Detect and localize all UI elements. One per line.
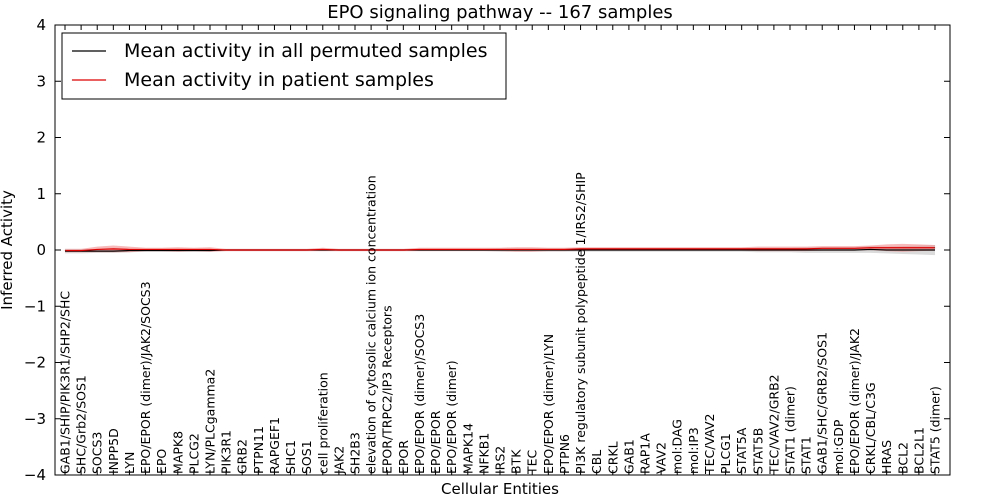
x-axis-label: Cellular Entities	[441, 480, 559, 498]
x-tick-label: MAPK14	[460, 423, 475, 474]
x-tick-label: TEC/VAV2	[702, 414, 717, 475]
x-tick-label: SHC1	[283, 440, 298, 474]
x-tick-label: IRS2	[493, 446, 508, 474]
x-tick-label: EPO	[154, 449, 169, 474]
series-line-1	[65, 247, 935, 252]
x-tick-label: SOCS3	[90, 432, 105, 474]
x-tick-label: PI3K regulatory subunit polypeptide 1/IR…	[573, 172, 588, 474]
legend-box	[61, 32, 507, 100]
y-ticks: −4 −3 −2 −1 0 1 2 3 4	[24, 16, 950, 484]
x-tick-label: EPO/EPOR (dimer)/JAK2/SOCS3	[138, 281, 153, 474]
x-tick-label: mol:GDP	[831, 419, 846, 474]
y-tick-label: 0	[36, 241, 46, 259]
x-tick-label: STAT1	[799, 436, 814, 474]
x-tick-label: EPO/EPOR (dimer)	[444, 360, 459, 474]
x-tick-label: GAB1/SHC/GRB2/SOS1	[815, 332, 830, 474]
x-tick-label: HRAS	[879, 440, 894, 474]
x-ticks: GAB1/SHIP/PIK3R1/SHP2/SHC SHC/Grb2/SOS1 SO…	[58, 25, 943, 475]
chart-title: EPO signaling pathway -- 167 samples	[327, 2, 673, 23]
x-tick-label: NFKB1	[476, 433, 491, 474]
x-tick-label: STAT5A	[734, 427, 749, 474]
x-tick-label: PTPN11	[251, 426, 266, 474]
x-tick-label: STAT5B	[750, 428, 765, 474]
x-tick-label: STAT5 (dimer)	[928, 386, 943, 474]
x-tick-label: RAPGEF1	[267, 417, 282, 474]
x-tick-label: PLCG1	[718, 433, 733, 474]
x-tick-label: PTPN6	[557, 434, 572, 474]
x-tick-label: BCL2	[895, 442, 910, 474]
legend-label-permuted: Mean activity in all permuted samples	[124, 40, 487, 62]
y-tick-label: 3	[36, 72, 46, 90]
x-tick-label: elevation of cytosolic calcium ion conce…	[364, 175, 379, 474]
x-tick-label: PLCG2	[186, 433, 201, 474]
x-tick-label: CBL	[589, 450, 604, 474]
x-tick-label: mol:DAG	[670, 419, 685, 474]
x-tick-label: BCL2L1	[911, 427, 926, 474]
x-tick-label: LYN	[122, 452, 137, 474]
x-tick-label: SHC/Grb2/SOS1	[74, 375, 89, 474]
y-tick-label: 1	[36, 185, 46, 203]
x-tick-label: PIK3R1	[219, 430, 234, 474]
plot-frame	[54, 24, 951, 476]
y-tick-label: −4	[24, 466, 46, 484]
x-tick-label: CRKL/CBL/C3G	[863, 382, 878, 474]
x-tick-label: mol:IP3	[686, 427, 701, 474]
x-tick-label: JAK2	[331, 446, 346, 475]
x-tick-label: GAB1/SHIP/PIK3R1/SHP2/SHC	[58, 291, 73, 474]
legend: Mean activity in all permuted samples Me…	[61, 32, 507, 100]
x-tick-label: VAV2	[654, 442, 669, 474]
x-tick-label: SH2B3	[348, 432, 363, 474]
y-tick-label: −1	[24, 297, 46, 315]
x-tick-label: SOS1	[299, 440, 314, 474]
x-tick-label: GRB2	[235, 439, 250, 474]
x-tick-label: INPP5D	[106, 428, 121, 474]
x-tick-label: CRKL	[605, 441, 620, 474]
x-tick-label: MAPK8	[170, 431, 185, 474]
x-tick-label: GAB1	[621, 439, 636, 474]
x-tick-label: STAT1 (dimer)	[783, 386, 798, 474]
y-axis-label: Inferred Activity	[0, 190, 16, 310]
y-tick-label: −2	[24, 354, 46, 372]
x-tick-label: EPO/EPOR (dimer)/JAK2	[847, 328, 862, 474]
x-tick-label: EPO/EPOR (dimer)/LYN	[541, 334, 556, 474]
y-tick-label: 4	[36, 16, 46, 34]
legend-label-patient: Mean activity in patient samples	[124, 69, 434, 91]
y-tick-label: −3	[24, 410, 46, 428]
x-tick-label: TEC/VAV2/GRB2	[766, 374, 781, 475]
x-tick-label: TEC	[525, 449, 540, 475]
x-tick-label: cell proliferation	[315, 372, 330, 474]
x-tick-label: BTK	[509, 449, 524, 474]
x-tick-label: LYN/PLCgamma2	[203, 369, 218, 474]
x-tick-label: RAP1A	[638, 433, 653, 474]
y-tick-label: 2	[36, 129, 46, 147]
x-tick-label: EPO/EPOR (dimer)/SOCS3	[412, 314, 427, 474]
series-lines	[65, 247, 935, 252]
x-tick-label: EPOR	[396, 440, 411, 474]
x-tick-label: EPOR/TRPC2/IP3 Receptors	[380, 305, 395, 474]
x-tick-label: EPO/EPOR	[428, 410, 443, 474]
